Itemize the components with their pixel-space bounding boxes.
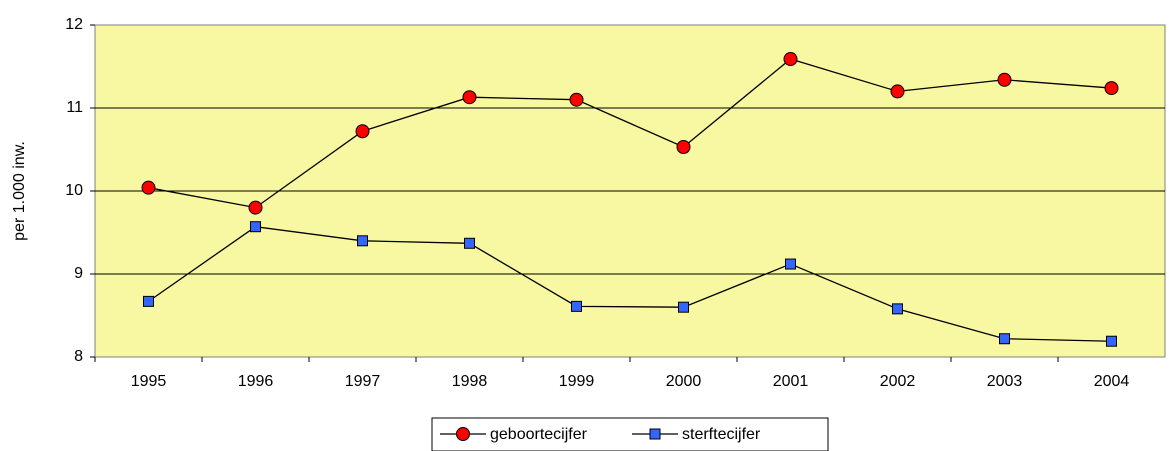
y-tick-label: 10 (65, 182, 83, 199)
x-tick-label: 2001 (773, 373, 809, 390)
point (678, 301, 689, 313)
legend-label: sterftecijfer (682, 426, 761, 443)
y-tick-label: 11 (66, 99, 83, 116)
point (783, 52, 798, 67)
point (456, 427, 470, 441)
series-line (148, 226, 1112, 342)
legend (431, 417, 829, 451)
point (649, 428, 661, 440)
point (785, 258, 796, 270)
y-tick-label: 12 (65, 16, 83, 33)
x-tick-label: 2002 (880, 373, 916, 390)
point (1106, 335, 1117, 347)
point (462, 90, 477, 105)
x-tick-label: 1995 (131, 373, 167, 390)
point (355, 124, 370, 139)
y-tick-label: 8 (74, 348, 83, 365)
x-tick-label: 1997 (345, 373, 381, 390)
x-tick-label: 1999 (559, 373, 595, 390)
y-tick-label: 9 (74, 265, 83, 282)
x-tick-label: 2003 (987, 373, 1023, 390)
x-tick-label: 2004 (1094, 373, 1130, 390)
x-tick-label: 1998 (452, 373, 488, 390)
point (250, 221, 261, 233)
point (999, 333, 1010, 345)
point (997, 72, 1012, 87)
legend-label: geboortecijfer (490, 426, 588, 443)
point (1104, 81, 1119, 96)
point (141, 180, 156, 195)
y-axis-label: per 1.000 inw. (11, 141, 28, 241)
point (143, 295, 154, 307)
point (892, 303, 903, 315)
point (248, 200, 263, 215)
series-line (148, 58, 1112, 209)
point (571, 300, 582, 312)
x-tick-label: 2000 (666, 373, 702, 390)
point (464, 237, 475, 249)
point (569, 92, 584, 107)
x-tick-label: 1996 (238, 373, 274, 390)
point (890, 84, 905, 99)
point (676, 140, 691, 155)
point (357, 235, 368, 247)
